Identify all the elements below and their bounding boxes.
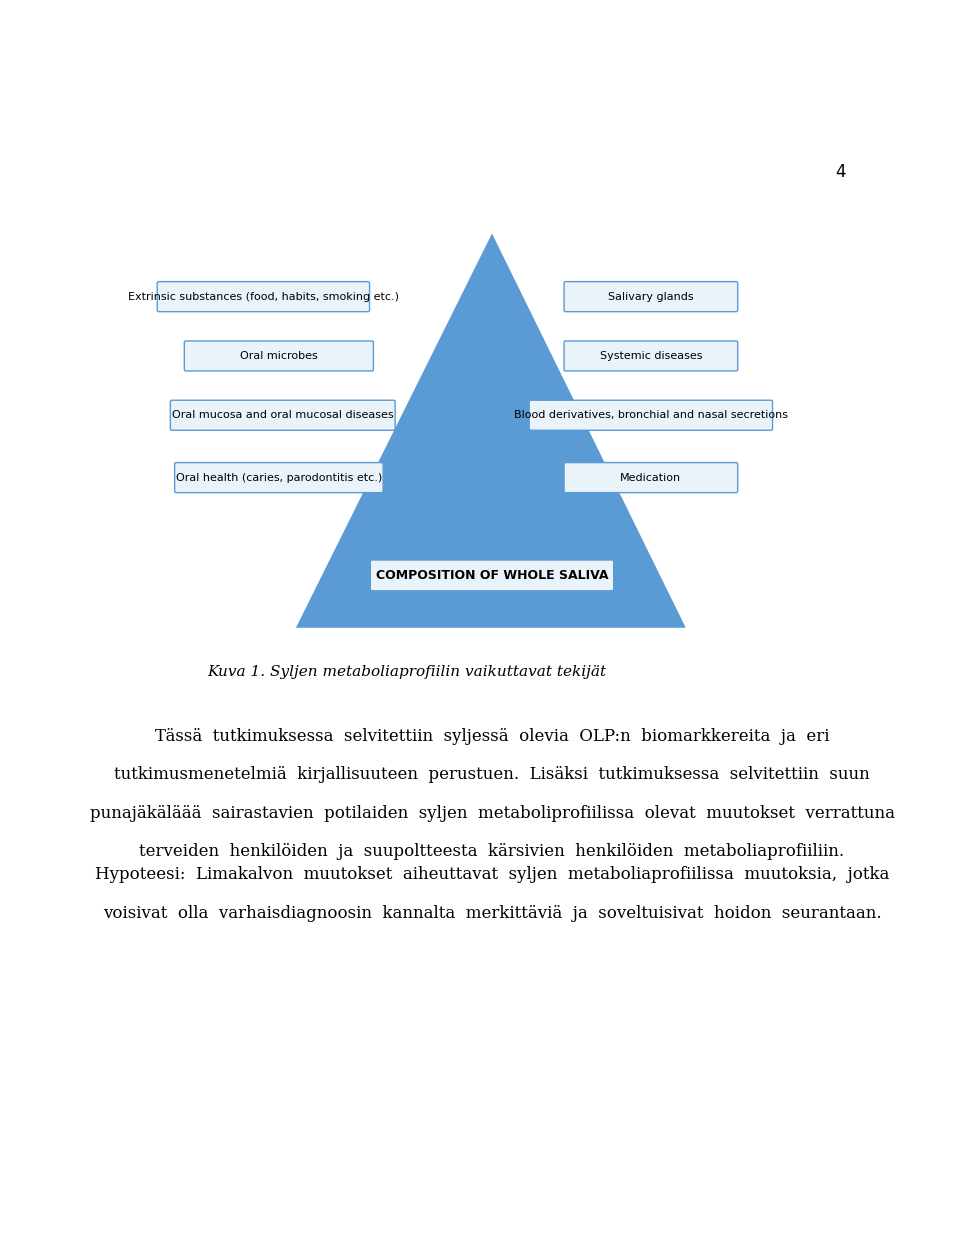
Text: Oral microbes: Oral microbes — [240, 351, 318, 361]
Text: Salivary glands: Salivary glands — [608, 292, 694, 302]
FancyBboxPatch shape — [564, 462, 737, 492]
Text: Hypoteesi:  Limakalvon  muutokset  aiheuttavat  syljen  metaboliaprofiilissa  mu: Hypoteesi: Limakalvon muutokset aiheutta… — [95, 867, 889, 883]
Text: voisivat  olla  varhaisdiagnoosin  kannalta  merkittäviä  ja  soveltuisivat  hoi: voisivat olla varhaisdiagnoosin kannalta… — [103, 905, 881, 922]
Text: 4: 4 — [835, 163, 846, 180]
FancyBboxPatch shape — [157, 282, 370, 312]
Text: Extrinsic substances (food, habits, smoking etc.): Extrinsic substances (food, habits, smok… — [128, 292, 398, 302]
Polygon shape — [296, 233, 685, 628]
Text: Systemic diseases: Systemic diseases — [600, 351, 702, 361]
Text: COMPOSITION OF WHOLE SALIVA: COMPOSITION OF WHOLE SALIVA — [375, 569, 609, 581]
FancyBboxPatch shape — [529, 400, 773, 430]
FancyBboxPatch shape — [564, 282, 737, 312]
FancyBboxPatch shape — [184, 341, 373, 371]
Text: Kuva 1. Syljen metaboliaprofiilin vaikuttavat tekijät: Kuva 1. Syljen metaboliaprofiilin vaikut… — [207, 665, 607, 679]
FancyBboxPatch shape — [371, 560, 613, 591]
FancyBboxPatch shape — [170, 400, 396, 430]
FancyBboxPatch shape — [175, 462, 383, 492]
FancyBboxPatch shape — [564, 341, 737, 371]
Text: punajäkäläää  sairastavien  potilaiden  syljen  metaboliprofiilissa  olevat  muu: punajäkäläää sairastavien potilaiden syl… — [89, 804, 895, 822]
Text: Medication: Medication — [620, 472, 682, 482]
Text: terveiden  henkilöiden  ja  suupoltteesta  kärsivien  henkilöiden  metaboliaprof: terveiden henkilöiden ja suupoltteesta k… — [139, 843, 845, 861]
Text: Tässä  tutkimuksessa  selvitettiin  syljessä  olevia  OLP:n  biomarkkereita  ja : Tässä tutkimuksessa selvitettiin syljess… — [155, 728, 829, 744]
Text: Blood derivatives, bronchial and nasal secretions: Blood derivatives, bronchial and nasal s… — [514, 410, 788, 420]
Text: tutkimusmenetelmiä  kirjallisuuteen  perustuen.  Lisäksi  tutkimuksessa  selvite: tutkimusmenetelmiä kirjallisuuteen perus… — [114, 767, 870, 783]
Text: Oral health (caries, parodontitis etc.): Oral health (caries, parodontitis etc.) — [176, 472, 382, 482]
Text: Oral mucosa and oral mucosal diseases: Oral mucosa and oral mucosal diseases — [172, 410, 394, 420]
